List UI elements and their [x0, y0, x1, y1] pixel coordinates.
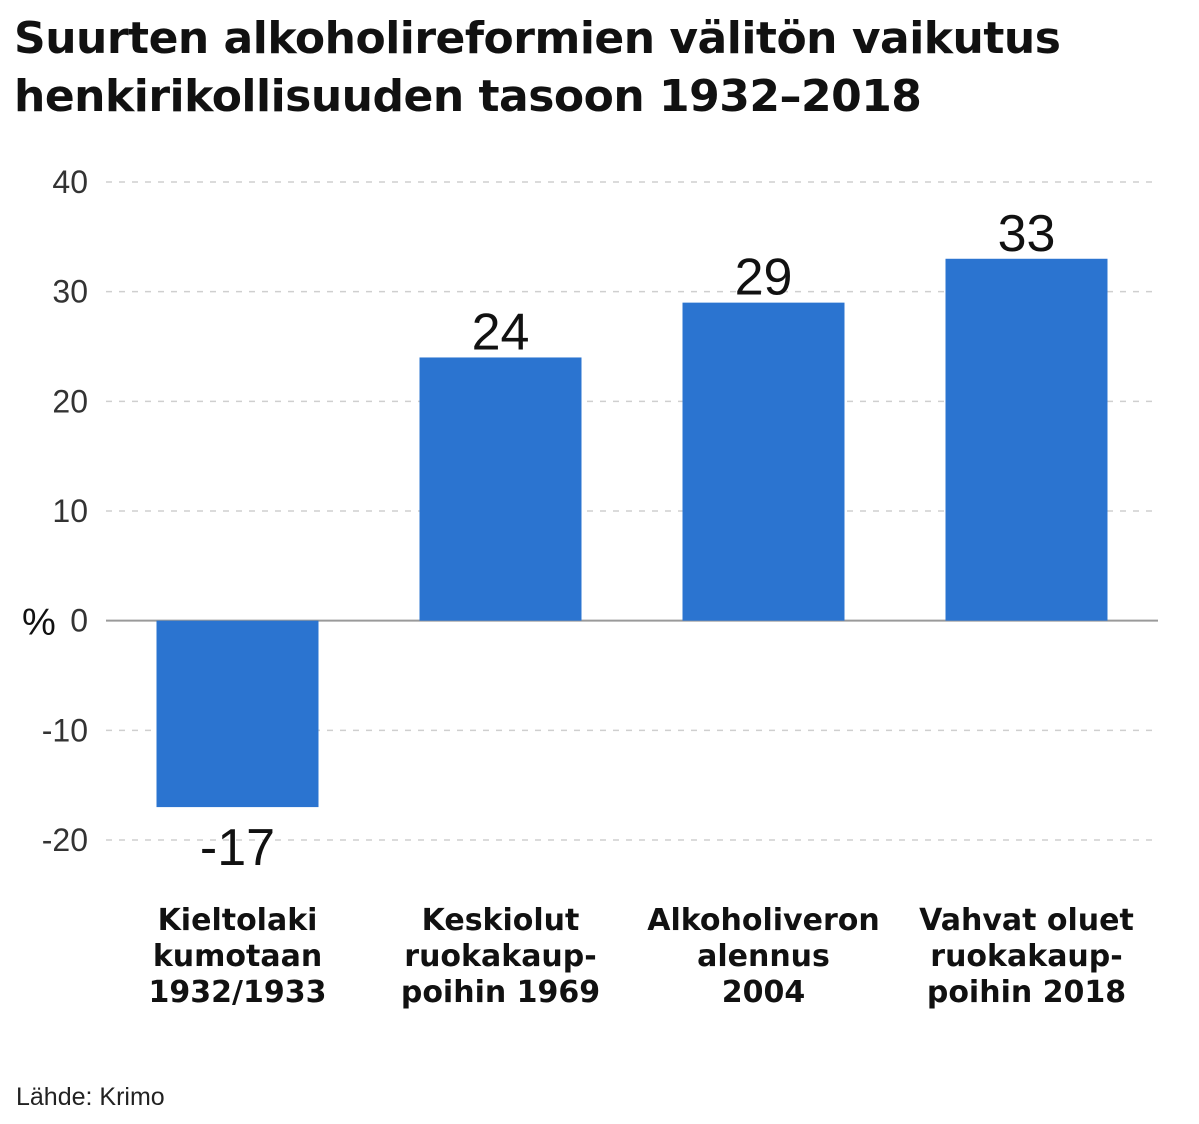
y-tick-label: 20 — [52, 383, 88, 419]
y-axis-unit-label: % — [22, 602, 56, 644]
chart-title-line-2: henkirikollisuuden tasoon 1932–2018 — [14, 71, 922, 122]
chart-title-line-1: Suurten alkoholireformien välitön vaikut… — [14, 13, 1061, 64]
bar-value-label: -17 — [200, 819, 275, 877]
y-tick-label: 40 — [52, 164, 88, 200]
x-category-label: 1932/1933 — [149, 975, 327, 1010]
bar — [682, 302, 845, 621]
y-tick-label: -10 — [42, 712, 88, 748]
x-category-label: Vahvat oluet — [919, 903, 1134, 938]
bar — [419, 357, 582, 621]
x-category-label: kumotaan — [153, 939, 322, 974]
x-category-label: Alkoholiveron — [647, 903, 879, 938]
y-tick-label: 0 — [70, 603, 88, 639]
bar-value-label: 33 — [998, 205, 1056, 263]
bar-value-label: 29 — [735, 249, 793, 307]
x-category-label: poihin 2018 — [927, 975, 1126, 1010]
bar — [156, 620, 319, 808]
chart-title: Suurten alkoholireformien välitön vaikut… — [14, 10, 1189, 126]
y-tick-label: 30 — [52, 274, 88, 310]
x-category-label: poihin 1969 — [401, 975, 600, 1010]
x-category-label: ruokakaup- — [930, 939, 1122, 974]
y-tick-label: 10 — [52, 493, 88, 529]
bar — [945, 258, 1108, 621]
source-note: Lähde: Krimo — [16, 1083, 165, 1111]
y-tick-label: -20 — [42, 822, 88, 858]
x-category-label: alennus — [697, 939, 830, 974]
x-category-label: 2004 — [722, 975, 806, 1010]
x-category-label: Kieltolaki — [158, 903, 318, 938]
x-category-label: ruokakaup- — [404, 939, 596, 974]
x-category-label: Keskiolut — [422, 903, 580, 938]
bar-value-label: 24 — [472, 303, 530, 361]
